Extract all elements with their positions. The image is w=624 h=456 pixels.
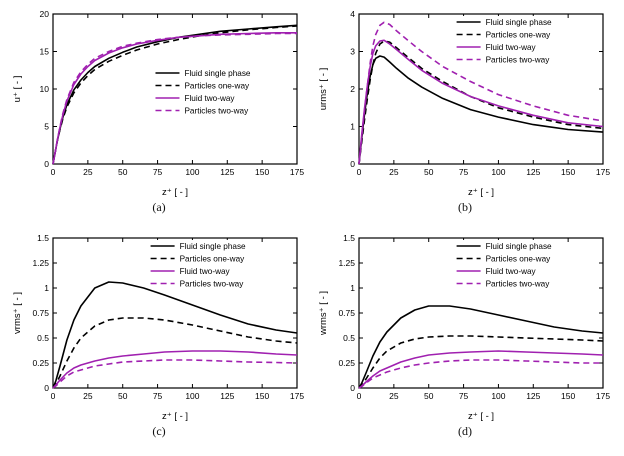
svg-text:Particles one-way: Particles one-way	[180, 254, 246, 263]
svg-text:4: 4	[350, 9, 355, 19]
svg-text:25: 25	[83, 391, 93, 401]
svg-text:Fluid two-way: Fluid two-way	[184, 94, 235, 103]
svg-text:25: 25	[389, 391, 399, 401]
svg-text:Particles two-way: Particles two-way	[486, 55, 551, 64]
svg-text:1.5: 1.5	[37, 233, 49, 243]
svg-text:0.5: 0.5	[37, 333, 49, 343]
svg-text:150: 150	[255, 167, 269, 177]
svg-text:1: 1	[350, 283, 355, 293]
subplot-b: 0 25 50 75 100 125 150 175 0 1 2 3 4 z⁺ [ - ] urms⁺ [ …	[312, 4, 618, 228]
svg-text:wrms⁺ [ - ]: wrms⁺ [ - ]	[318, 291, 329, 336]
svg-text:vrms⁺ [ - ]: vrms⁺ [ - ]	[12, 292, 23, 334]
svg-text:2: 2	[350, 84, 355, 94]
svg-text:100: 100	[491, 167, 505, 177]
svg-text:Fluid single phase: Fluid single phase	[486, 18, 552, 27]
svg-text:150: 150	[561, 167, 575, 177]
svg-text:100: 100	[185, 167, 199, 177]
svg-text:0.25: 0.25	[338, 358, 355, 368]
svg-text:50: 50	[424, 391, 434, 401]
svg-text:u⁺ [ - ]: u⁺ [ - ]	[12, 76, 23, 103]
svg-text:0: 0	[44, 159, 49, 169]
svg-text:5: 5	[44, 121, 49, 131]
svg-text:50: 50	[118, 391, 128, 401]
svg-text:0: 0	[357, 167, 362, 177]
chart-b-urms: 0 25 50 75 100 125 150 175 0 1 2 3 4 z⁺ [ - ] urms⁺ [ …	[318, 9, 610, 198]
chart-a-mean-velocity: 0 25 50 75 100 125 150 175 0 5 10 15 20 z⁺ [ - ] u⁺ [ …	[12, 9, 304, 198]
caption-c: (c)	[152, 424, 166, 438]
svg-text:z⁺ [ - ]: z⁺ [ - ]	[162, 411, 188, 422]
svg-text:0.75: 0.75	[338, 308, 355, 318]
svg-text:0.75: 0.75	[32, 308, 49, 318]
svg-text:175: 175	[596, 167, 610, 177]
svg-text:z⁺ [ - ]: z⁺ [ - ]	[162, 187, 188, 198]
svg-text:50: 50	[424, 167, 434, 177]
svg-text:Fluid two-way: Fluid two-way	[486, 43, 537, 52]
svg-text:Fluid two-way: Fluid two-way	[486, 267, 537, 276]
svg-text:1.5: 1.5	[343, 233, 355, 243]
svg-text:75: 75	[153, 391, 163, 401]
svg-text:z⁺ [ - ]: z⁺ [ - ]	[468, 187, 494, 198]
caption-d: (d)	[458, 424, 472, 438]
svg-text:0: 0	[350, 159, 355, 169]
svg-text:125: 125	[220, 167, 234, 177]
svg-text:1.25: 1.25	[338, 258, 355, 268]
svg-text:Fluid single phase: Fluid single phase	[184, 69, 250, 78]
svg-text:Fluid two-way: Fluid two-way	[180, 267, 231, 276]
svg-text:50: 50	[118, 167, 128, 177]
svg-text:20: 20	[40, 9, 50, 19]
svg-text:0: 0	[51, 391, 56, 401]
svg-text:125: 125	[526, 391, 540, 401]
subplot-d: 0 25 50 75 100 125 150 175 0 0.25 0.5 0.75 1 1.25 1.5 z…	[312, 228, 618, 452]
svg-text:3: 3	[350, 46, 355, 56]
svg-text:0: 0	[350, 383, 355, 393]
svg-text:Particles two-way: Particles two-way	[180, 279, 245, 288]
svg-text:Fluid single phase: Fluid single phase	[180, 242, 246, 251]
svg-text:10: 10	[40, 84, 50, 94]
chart-c-vrms: 0 25 50 75 100 125 150 175 0 0.25 0.5 0.75 1 1.25 1.5 z…	[12, 233, 304, 422]
svg-text:25: 25	[389, 167, 399, 177]
svg-text:175: 175	[290, 391, 304, 401]
svg-text:z⁺ [ - ]: z⁺ [ - ]	[468, 411, 494, 422]
svg-text:15: 15	[40, 46, 50, 56]
svg-text:1: 1	[44, 283, 49, 293]
svg-text:0: 0	[357, 391, 362, 401]
svg-text:Particles one-way: Particles one-way	[184, 81, 250, 90]
svg-text:25: 25	[83, 167, 93, 177]
svg-text:75: 75	[459, 391, 469, 401]
caption-a: (a)	[152, 200, 166, 214]
svg-text:100: 100	[491, 391, 505, 401]
subplot-a: 0 25 50 75 100 125 150 175 0 5 10 15 20 z⁺ [ - ] u⁺ [ …	[6, 4, 312, 228]
svg-text:125: 125	[526, 167, 540, 177]
svg-text:Particles one-way: Particles one-way	[486, 254, 552, 263]
svg-text:Fluid single phase: Fluid single phase	[486, 242, 552, 251]
svg-text:150: 150	[561, 391, 575, 401]
svg-text:100: 100	[185, 391, 199, 401]
chart-d-wrms: 0 25 50 75 100 125 150 175 0 0.25 0.5 0.75 1 1.25 1.5 z…	[318, 233, 610, 422]
svg-text:1: 1	[350, 121, 355, 131]
svg-text:0: 0	[51, 167, 56, 177]
svg-text:75: 75	[153, 167, 163, 177]
svg-text:Particles two-way: Particles two-way	[486, 279, 551, 288]
svg-text:175: 175	[290, 167, 304, 177]
svg-text:Particles one-way: Particles one-way	[486, 30, 552, 39]
svg-text:75: 75	[459, 167, 469, 177]
svg-text:150: 150	[255, 391, 269, 401]
svg-text:1.25: 1.25	[32, 258, 49, 268]
svg-text:urms⁺ [ - ]: urms⁺ [ - ]	[318, 68, 329, 111]
svg-text:Particles two-way: Particles two-way	[184, 106, 249, 115]
svg-text:175: 175	[596, 391, 610, 401]
caption-b: (b)	[458, 200, 472, 214]
svg-text:0.25: 0.25	[32, 358, 49, 368]
subplot-c: 0 25 50 75 100 125 150 175 0 0.25 0.5 0.75 1 1.25 1.5 z…	[6, 228, 312, 452]
svg-text:0: 0	[44, 383, 49, 393]
svg-text:0.5: 0.5	[343, 333, 355, 343]
svg-text:125: 125	[220, 391, 234, 401]
